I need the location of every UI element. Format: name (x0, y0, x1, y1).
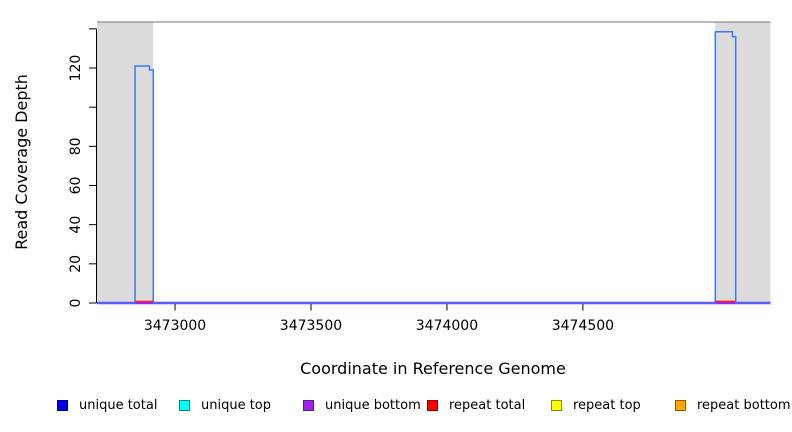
y-tick-label: 60 (68, 177, 84, 195)
shaded-region (715, 22, 771, 303)
legend-swatch (675, 400, 686, 411)
x-axis-title: Coordinate in Reference Genome (300, 359, 566, 378)
legend-item-unique-bottom: unique bottom (303, 398, 421, 413)
legend-swatch (57, 400, 68, 411)
legend-swatch (303, 400, 314, 411)
y-tick-label: 40 (68, 216, 84, 234)
shaded-region (97, 22, 154, 303)
offtarget-shaded-bands (97, 22, 771, 303)
legend-label: unique total (79, 398, 158, 413)
y-tick-label: 20 (68, 255, 84, 273)
legend-item-unique-top: unique top (179, 398, 271, 413)
legend-label: unique bottom (325, 398, 421, 413)
legend-item-repeat-bottom: repeat bottom (675, 398, 791, 413)
series-unique-total (97, 31, 771, 304)
x-tick-label: 3474500 (552, 318, 614, 334)
data-series (97, 31, 771, 305)
legend: unique total unique top unique bottom repea… (0, 394, 792, 422)
y-axis-title: Read Coverage Depth (12, 74, 31, 250)
legend-label: repeat bottom (697, 398, 791, 413)
y-tick-label: 0 (68, 299, 84, 308)
legend-swatch (551, 400, 562, 411)
x-tick-label: 3474000 (416, 318, 478, 334)
legend-item-unique-total: unique total (57, 398, 157, 413)
x-tick-label: 3473000 (144, 318, 206, 334)
legend-label: unique top (201, 398, 272, 413)
legend-swatch (427, 400, 438, 411)
x-axis: 3473000 3473500 3474000 3474500 (144, 303, 614, 334)
y-tick-label: 120 (68, 55, 84, 82)
legend-swatch (179, 400, 190, 411)
coverage-plot: 0 20 40 60 80 120 3473000 3473500 3474000 347450… (12, 21, 771, 378)
y-tick-label: 80 (68, 137, 84, 155)
legend-label: repeat total (449, 398, 526, 413)
y-axis: 0 20 40 60 80 120 (68, 28, 97, 308)
legend-item-repeat-top: repeat top (551, 398, 641, 413)
legend-item-repeat-total: repeat total (427, 398, 525, 413)
x-tick-label: 3473500 (280, 318, 342, 334)
legend-label: repeat top (573, 398, 641, 413)
